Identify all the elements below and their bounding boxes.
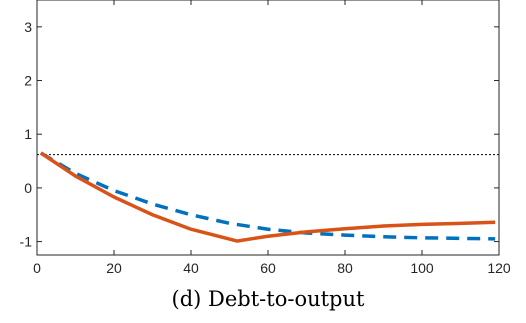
y-tick-label: 1 <box>24 126 32 142</box>
y-tick-label: 3 <box>24 19 32 35</box>
solid-series-line <box>39 151 496 243</box>
x-tick-label: 60 <box>260 260 276 276</box>
chart-caption: (d) Debt-to-output <box>172 287 365 311</box>
x-tick-label: 80 <box>337 260 353 276</box>
series-layer <box>39 151 496 243</box>
x-tick-label: 40 <box>183 260 199 276</box>
y-tick-label: 0 <box>24 180 32 196</box>
x-tick-label: 100 <box>410 260 434 276</box>
x-tick-label: 0 <box>33 260 41 276</box>
y-tick-label: -1 <box>20 234 33 250</box>
plot-area <box>37 0 499 255</box>
dashed-series-line <box>39 151 496 241</box>
x-tick-label: 20 <box>106 260 122 276</box>
x-tick-label: 120 <box>487 260 511 276</box>
y-tick-label: 2 <box>24 73 32 89</box>
